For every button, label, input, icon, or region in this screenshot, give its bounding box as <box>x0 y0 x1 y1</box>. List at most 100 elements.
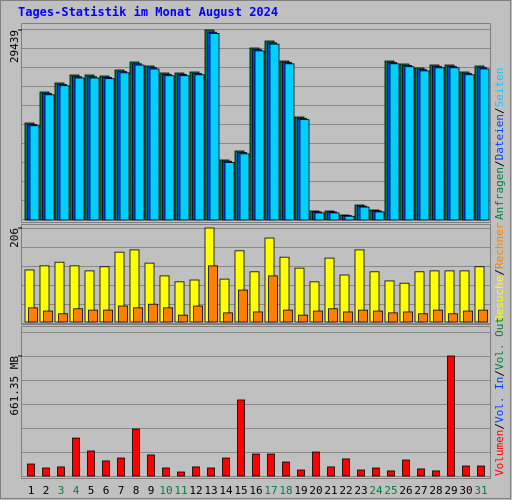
bar <box>434 67 445 221</box>
x-tick-label: 14 <box>219 484 233 497</box>
bar <box>294 267 305 323</box>
bar <box>119 72 130 221</box>
x-tick-label: 28 <box>429 484 442 497</box>
bar <box>72 437 80 477</box>
bar <box>297 469 305 477</box>
legend-item: Volumen <box>493 430 506 476</box>
y-tick-label: 206 <box>8 228 21 248</box>
bar <box>344 215 355 221</box>
chart-title: Tages-Statistik im Monat August 2024 <box>18 5 278 19</box>
y-tick-label: 661.35 MB <box>8 356 21 416</box>
bar <box>298 314 308 323</box>
legend-item: Anfragen <box>493 167 506 220</box>
bar <box>283 309 293 323</box>
bar <box>313 310 323 323</box>
bar <box>267 453 275 477</box>
legend-item: Vol. Out <box>493 317 506 370</box>
bar <box>208 265 218 323</box>
bar <box>149 68 160 221</box>
x-tick-label: 5 <box>88 484 95 497</box>
x-tick-label: 23 <box>354 484 367 497</box>
x-tick-label: 11 <box>174 484 187 497</box>
bar <box>104 78 115 221</box>
x-tick-label: 25 <box>384 484 397 497</box>
bar <box>432 470 440 477</box>
bar <box>404 66 415 221</box>
bar <box>282 461 290 477</box>
bar <box>479 68 490 221</box>
x-tick-label: 30 <box>459 484 472 497</box>
x-tick-label: 8 <box>133 484 140 497</box>
bar <box>269 43 280 221</box>
bar <box>73 308 83 323</box>
x-tick-label: 29 <box>444 484 457 497</box>
bar <box>477 465 485 477</box>
bar <box>74 77 85 221</box>
bar <box>314 212 325 221</box>
bar <box>389 63 400 221</box>
bar <box>402 459 410 477</box>
bar <box>299 119 310 221</box>
legend: Besuche/Rechner <box>493 222 506 322</box>
bar <box>117 457 125 477</box>
x-tick-label: 26 <box>399 484 412 497</box>
bar <box>387 470 395 477</box>
bar <box>237 399 245 477</box>
bar <box>132 428 140 477</box>
bar <box>28 307 38 323</box>
bar <box>177 471 185 477</box>
legend-item: Dateien <box>493 114 506 160</box>
bar <box>54 261 65 323</box>
bar <box>342 458 350 477</box>
bar <box>374 211 385 221</box>
x-tick-label: 10 <box>159 484 172 497</box>
x-tick-label: 31 <box>474 484 487 497</box>
bar <box>239 153 250 221</box>
bar <box>164 75 175 221</box>
legend-item: Rechner <box>493 222 506 269</box>
legend-separator: / <box>493 107 506 114</box>
bar <box>418 313 428 323</box>
legend-item: Besuche <box>493 276 506 322</box>
bar <box>417 468 425 477</box>
bar <box>252 453 260 477</box>
bar <box>222 457 230 477</box>
bar <box>327 466 335 477</box>
bar <box>372 467 380 477</box>
bar <box>147 454 155 477</box>
x-tick-label: 20 <box>309 484 322 497</box>
bar <box>194 74 205 221</box>
bar <box>254 50 265 221</box>
bar <box>328 308 338 323</box>
bar <box>268 275 278 323</box>
bar <box>223 312 233 323</box>
bar <box>179 75 190 221</box>
bar <box>89 77 100 221</box>
legend: Volumen/Vol. In/Vol. Out <box>493 317 506 476</box>
bar <box>133 307 143 323</box>
bar <box>357 469 365 477</box>
bar <box>449 67 460 221</box>
x-tick-label: 9 <box>148 484 155 497</box>
bar <box>224 162 235 221</box>
bar <box>42 467 50 477</box>
bar <box>134 64 145 221</box>
bar <box>403 311 413 323</box>
bar <box>88 309 98 323</box>
legend-item: Vol. In <box>493 377 506 423</box>
x-tick-label: 24 <box>369 484 383 497</box>
bar <box>238 289 248 323</box>
x-tick-label: 18 <box>279 484 292 497</box>
bar <box>58 313 68 323</box>
bar <box>207 467 215 477</box>
bar <box>329 212 340 221</box>
bar <box>103 309 113 323</box>
x-tick-label: 17 <box>264 484 277 497</box>
bar <box>447 355 455 477</box>
bar <box>44 94 55 221</box>
bar <box>478 309 488 323</box>
x-tick-label: 19 <box>294 484 307 497</box>
bar <box>148 303 158 323</box>
x-tick-label: 4 <box>73 484 80 497</box>
